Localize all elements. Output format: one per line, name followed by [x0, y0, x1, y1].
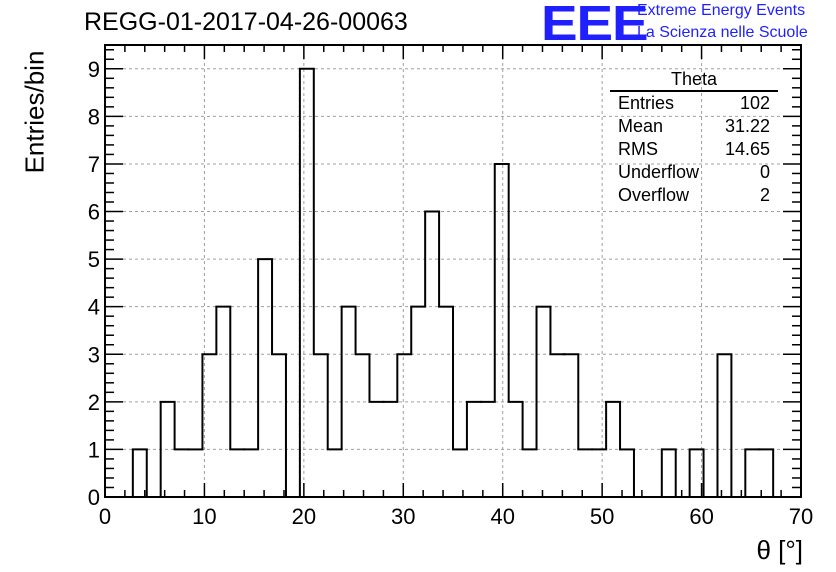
stats-value: 2: [759, 185, 770, 205]
y-tick-label: 9: [88, 57, 100, 82]
stats-label: Overflow: [618, 185, 690, 205]
x-axis-label: θ [°]: [756, 535, 803, 565]
y-tick-label: 2: [88, 390, 100, 415]
stats-title: Theta: [610, 68, 778, 92]
logo-subtitle-1: Extreme Energy Events: [637, 2, 806, 19]
y-tick-label: 1: [88, 437, 100, 462]
stats-box: Theta Entries 102 Mean 31.22 RMS 14.65 U…: [610, 68, 778, 207]
y-tick-label: 6: [88, 200, 100, 225]
y-tick-label: 5: [88, 247, 100, 272]
stats-value: 14.65: [724, 139, 770, 159]
histogram-bars: [131, 67, 775, 497]
logo-subtitle-2: La Scienza nelle Scuole: [637, 24, 808, 41]
stats-row-mean: Mean 31.22: [610, 115, 778, 138]
x-tick-label: 50: [590, 504, 614, 529]
x-tick-label: 40: [490, 504, 514, 529]
stats-value: 31.22: [724, 116, 770, 136]
stats-row-rms: RMS 14.65: [610, 138, 778, 161]
x-tick-label: 20: [292, 504, 316, 529]
x-tick-label: 30: [391, 504, 415, 529]
x-tick-label: 0: [99, 504, 111, 529]
y-tick-label: 4: [88, 295, 100, 320]
stats-row-overflow: Overflow 2: [610, 184, 778, 207]
eee-logo: EEE: [541, 0, 649, 51]
stats-row-underflow: Underflow 0: [610, 161, 778, 184]
stats-value: 0: [759, 162, 770, 182]
plot-border: [104, 44, 802, 498]
stats-label: Entries: [618, 93, 675, 113]
plot-title: REGG-01-2017-04-26-00063: [84, 8, 408, 36]
y-tick-label: 3: [88, 342, 100, 367]
y-tick-label: 7: [88, 152, 100, 177]
x-tick-label: 10: [192, 504, 216, 529]
y-axis-label: Entries/bin: [19, 50, 50, 174]
x-tick-label: 70: [789, 504, 813, 529]
y-tick-label: 0: [88, 485, 100, 510]
stats-label: Mean: [618, 116, 664, 136]
y-tick-label: 8: [88, 104, 100, 129]
stats-label: Underflow: [618, 162, 700, 182]
stats-row-entries: Entries 102: [610, 92, 778, 115]
stats-value: 102: [739, 93, 770, 113]
stats-label: RMS: [618, 139, 658, 159]
x-tick-label: 60: [689, 504, 713, 529]
plot-frame: [104, 44, 802, 498]
